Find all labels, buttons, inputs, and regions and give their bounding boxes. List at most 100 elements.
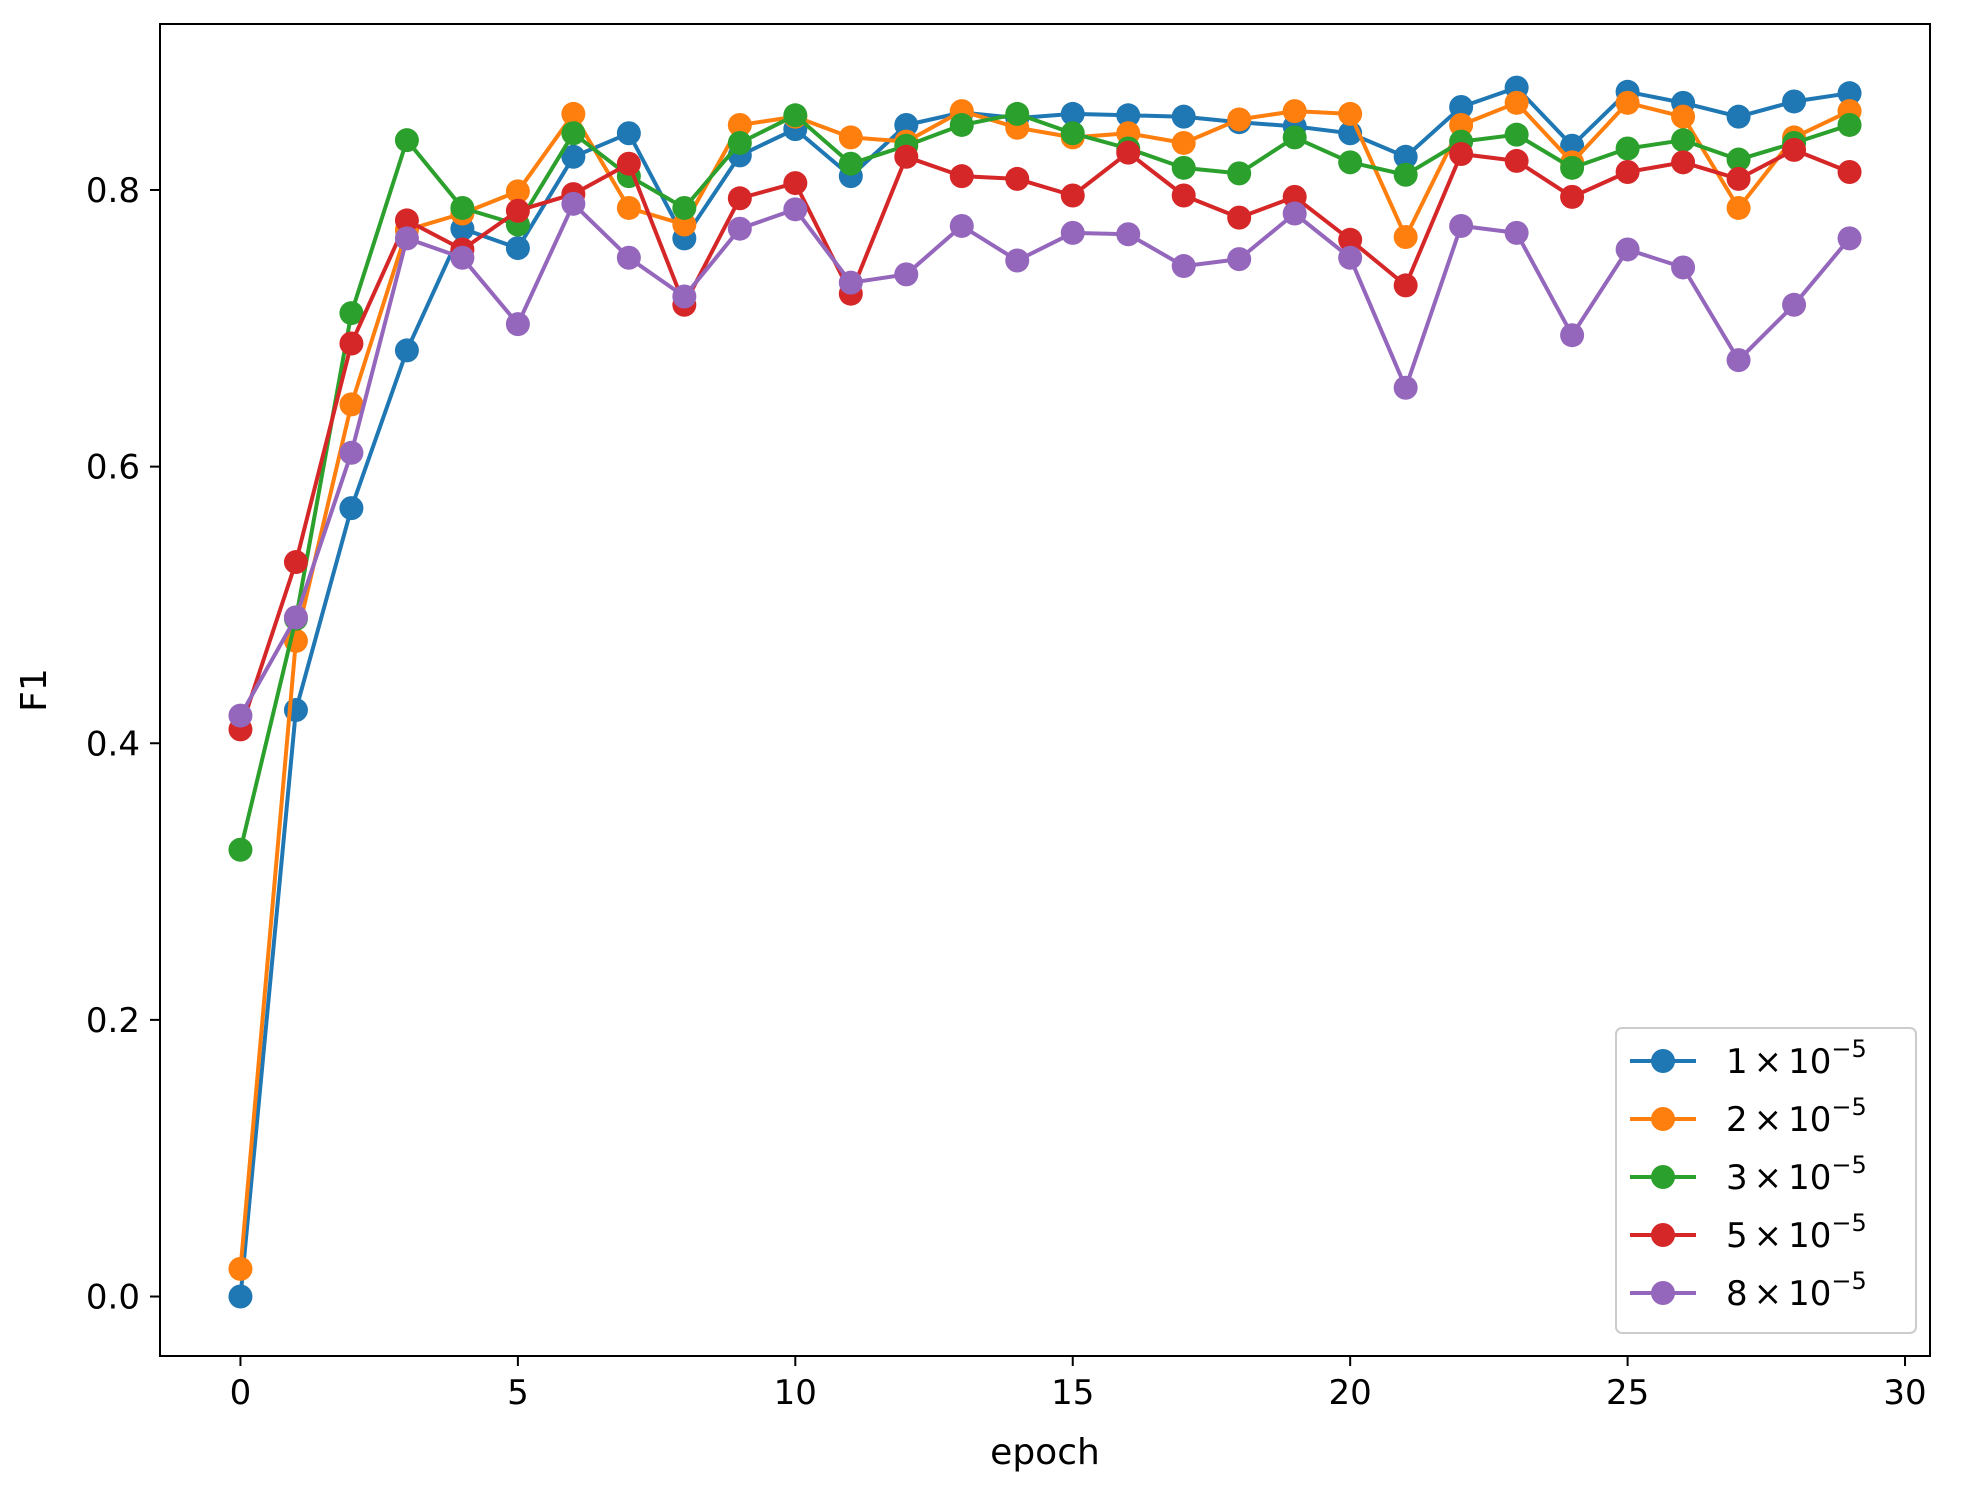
legend-label: 5 × 10−5 bbox=[1726, 1209, 1867, 1256]
data-point bbox=[1338, 245, 1363, 270]
data-point bbox=[394, 208, 419, 233]
axes-frame bbox=[159, 23, 1931, 1357]
data-point bbox=[1338, 101, 1363, 126]
data-point bbox=[1060, 183, 1085, 208]
legend-box bbox=[1615, 1027, 1917, 1334]
data-point bbox=[949, 112, 974, 137]
data-point bbox=[505, 198, 530, 223]
legend-label: 2 × 10−5 bbox=[1726, 1093, 1867, 1140]
data-point bbox=[1560, 133, 1585, 158]
data-point bbox=[672, 195, 697, 220]
x-tick-label: 0 bbox=[230, 1373, 252, 1413]
x-tick-label: 20 bbox=[1329, 1373, 1372, 1413]
legend-item: 8 × 10−5 bbox=[1630, 1267, 1867, 1314]
x-tick-label: 10 bbox=[774, 1373, 817, 1413]
y-tick-label: 0.4 bbox=[86, 724, 140, 764]
data-point bbox=[1726, 147, 1751, 172]
x-tick-label: 25 bbox=[1606, 1373, 1649, 1413]
legend: 1 × 10−5 2 × 10−5 3 × 10−5 5 × 10−5 8 × 10−5 bbox=[1615, 1027, 1917, 1334]
data-point bbox=[1227, 205, 1252, 230]
data-point bbox=[1449, 213, 1474, 238]
data-point bbox=[783, 171, 808, 196]
data-point bbox=[1338, 150, 1363, 175]
data-point bbox=[339, 331, 364, 356]
data-point bbox=[1338, 227, 1363, 252]
x-tick-label: 5 bbox=[507, 1373, 529, 1413]
data-point bbox=[672, 284, 697, 309]
data-point bbox=[838, 270, 863, 295]
data-point bbox=[228, 1284, 253, 1309]
data-point bbox=[894, 112, 919, 137]
data-point bbox=[1615, 160, 1640, 184]
legend-item: 5 × 10−5 bbox=[1630, 1209, 1867, 1256]
x-axis-label: epoch bbox=[990, 1432, 1100, 1473]
data-point bbox=[616, 195, 641, 220]
data-point bbox=[561, 121, 586, 146]
data-point bbox=[1005, 101, 1030, 126]
data-point bbox=[1171, 183, 1196, 208]
data-point bbox=[1504, 90, 1529, 115]
data-point bbox=[228, 837, 253, 862]
data-point bbox=[727, 216, 752, 241]
data-point bbox=[1837, 81, 1862, 106]
data-point bbox=[1393, 162, 1418, 187]
y-tick-label: 0.2 bbox=[86, 1001, 140, 1041]
data-point bbox=[783, 103, 808, 128]
data-point bbox=[1615, 136, 1640, 161]
data-point bbox=[1726, 166, 1751, 191]
legend-label: 3 × 10−5 bbox=[1726, 1151, 1867, 1198]
data-point bbox=[1227, 247, 1252, 272]
data-point bbox=[1005, 166, 1030, 191]
data-point bbox=[394, 128, 419, 153]
data-point bbox=[1449, 142, 1474, 167]
data-point bbox=[1560, 184, 1585, 209]
y-tick-label: 0.8 bbox=[86, 171, 140, 211]
data-point bbox=[1504, 220, 1529, 245]
data-point bbox=[505, 312, 530, 337]
y-tick-label: 0.0 bbox=[86, 1278, 140, 1318]
data-point bbox=[339, 392, 364, 417]
data-point bbox=[1227, 107, 1252, 132]
data-point bbox=[1615, 237, 1640, 262]
data-point bbox=[1837, 112, 1862, 137]
series-5 bbox=[228, 191, 1862, 728]
legend-item: 2 × 10−5 bbox=[1630, 1093, 1867, 1140]
data-point bbox=[616, 151, 641, 176]
data-point bbox=[1560, 323, 1585, 348]
legend-marker bbox=[1651, 1223, 1675, 1247]
legend-item: 3 × 10−5 bbox=[1630, 1151, 1867, 1198]
data-point bbox=[339, 440, 364, 465]
data-point bbox=[505, 236, 530, 261]
legend-marker bbox=[1651, 1165, 1675, 1189]
data-point bbox=[561, 144, 586, 169]
data-point bbox=[1171, 254, 1196, 279]
data-point bbox=[1615, 90, 1640, 115]
data-point bbox=[1504, 122, 1529, 147]
data-point bbox=[1504, 148, 1529, 173]
data-point bbox=[1671, 150, 1696, 175]
data-point bbox=[1171, 104, 1196, 129]
data-point bbox=[949, 213, 974, 238]
data-point bbox=[1393, 375, 1418, 400]
x-axis: 0 5 10 15 20 25 30 bbox=[230, 1356, 1927, 1413]
data-point bbox=[339, 496, 364, 521]
data-point bbox=[561, 101, 586, 126]
data-point bbox=[1726, 348, 1751, 373]
data-point bbox=[1726, 195, 1751, 220]
data-point bbox=[1227, 161, 1252, 186]
data-point bbox=[1282, 201, 1307, 226]
data-point bbox=[394, 338, 419, 363]
data-point bbox=[283, 605, 308, 630]
data-point bbox=[894, 262, 919, 287]
y-axis: 0.0 0.2 0.4 0.6 0.8 bbox=[86, 171, 160, 1318]
plot-area bbox=[228, 75, 1862, 1309]
data-point bbox=[505, 179, 530, 204]
data-point bbox=[672, 212, 697, 237]
data-point bbox=[1782, 292, 1807, 317]
data-point bbox=[1726, 104, 1751, 129]
data-point bbox=[1282, 184, 1307, 209]
data-point bbox=[1782, 89, 1807, 114]
data-point bbox=[838, 125, 863, 150]
data-point bbox=[1060, 121, 1085, 146]
